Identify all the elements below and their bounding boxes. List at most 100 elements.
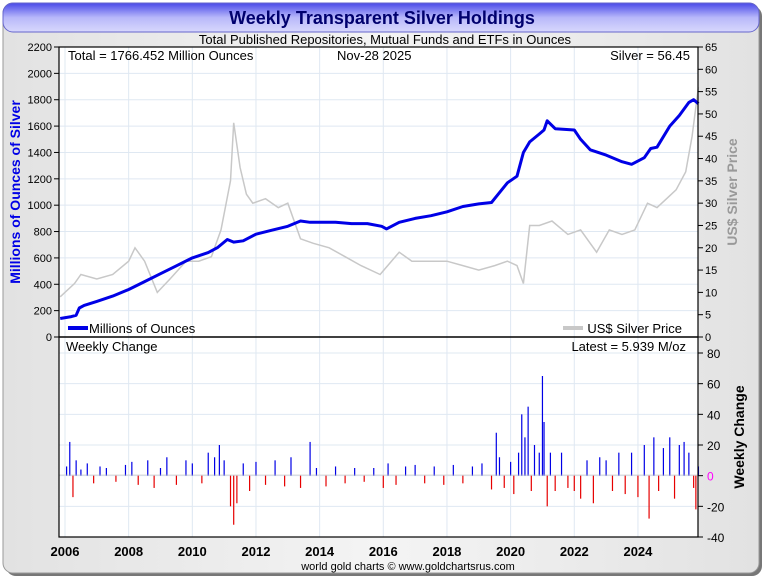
weekly-change-bar xyxy=(510,461,512,476)
y-right-tick-label: 10 xyxy=(705,287,717,299)
weekly-change-bar xyxy=(517,452,520,476)
weekly-change-bar xyxy=(207,452,209,476)
weekly-change-bar xyxy=(159,468,162,476)
weekly-change-bar xyxy=(325,475,327,487)
weekly-change-bar xyxy=(274,460,276,476)
weekly-change-bar xyxy=(131,461,133,476)
weekly-change-bar xyxy=(554,475,556,491)
weekly-change-bar xyxy=(242,463,244,476)
weekly-change-bar xyxy=(624,475,626,495)
weekly-change-bar xyxy=(605,460,607,476)
y-left-tick-label: 1200 xyxy=(28,174,52,186)
latest-annotation: Latest = 5.939 M/oz xyxy=(571,339,686,354)
weekly-change-bar xyxy=(567,475,569,488)
y-left-tick-label: 1800 xyxy=(28,95,52,107)
weekly-change-bar xyxy=(693,475,695,488)
weekly-change-bar xyxy=(175,475,178,485)
y-right-tick-label: 30 xyxy=(705,198,717,210)
weekly-change-bar xyxy=(284,475,286,487)
weekly-change-bar xyxy=(153,475,155,488)
weekly-change-bar xyxy=(309,441,311,476)
x-tick-label: 2010 xyxy=(178,544,207,559)
x-tick-label: 2022 xyxy=(560,544,589,559)
legend-price-label: US$ Silver Price xyxy=(587,321,682,336)
weekly-change-bar xyxy=(264,475,267,485)
lower-tick-label: -40 xyxy=(707,531,725,545)
weekly-change-bar xyxy=(637,475,639,498)
x-tick-label: 2024 xyxy=(623,544,653,559)
weekly-change-bar xyxy=(683,441,685,476)
weekly-change-bar xyxy=(527,406,529,476)
lower-tick-label: 60 xyxy=(707,378,721,392)
x-tick-label: 2012 xyxy=(242,544,271,559)
total-annotation: Total = 1766.452 Million Ounces xyxy=(68,48,254,63)
weekly-change-bar xyxy=(344,475,346,484)
weekly-change-bar xyxy=(80,469,82,476)
weekly-change-bar xyxy=(236,475,238,504)
y-right-tick-label: 55 xyxy=(705,87,717,99)
weekly-change-bar xyxy=(653,437,655,476)
weekly-change-bar xyxy=(471,466,474,476)
weekly-change-bar xyxy=(218,445,220,476)
weekly-change-bar xyxy=(315,468,318,476)
weekly-change-bar xyxy=(580,475,582,499)
weekly-change-bar xyxy=(290,457,292,476)
weekly-change-bar xyxy=(452,464,454,476)
weekly-change-bar xyxy=(549,452,552,476)
weekly-change-bar xyxy=(443,475,445,485)
weekly-change-bar xyxy=(191,463,193,476)
weekly-change-bar xyxy=(695,475,697,510)
x-tick-label: 2014 xyxy=(305,544,335,559)
y-left-tick-label: 200 xyxy=(34,306,52,318)
silver-price-line xyxy=(59,87,700,298)
weekly-change-bar xyxy=(387,463,389,476)
weekly-change-bar xyxy=(688,452,690,476)
weekly-change-bar xyxy=(354,468,356,476)
weekly-change-bar xyxy=(93,475,95,484)
weekly-change-bar xyxy=(560,452,563,476)
weekly-change-bar xyxy=(404,466,407,476)
weekly-change-bar xyxy=(201,475,203,484)
y-right-tick-label: 50 xyxy=(705,109,717,121)
y-right-tick-label: 15 xyxy=(705,265,717,277)
weekly-change-bar xyxy=(233,475,235,525)
weekly-change-bar xyxy=(69,441,71,476)
y-right-tick-label: 5 xyxy=(705,310,711,322)
y-left-tick-label: 1000 xyxy=(28,200,52,212)
weekly-change-bar xyxy=(229,475,232,507)
weekly-change-bar xyxy=(462,475,464,484)
lower-tick-label: 20 xyxy=(707,439,721,453)
y-right-tick-label: 35 xyxy=(705,176,717,188)
weekly-change-bar xyxy=(72,475,74,498)
weekly-change-bar xyxy=(503,475,505,488)
lower-tick-label: 0 xyxy=(707,470,714,484)
y-left-tick-label: 1600 xyxy=(28,121,52,133)
weekly-change-bar xyxy=(521,414,523,476)
x-tick-label: 2006 xyxy=(51,544,80,559)
weekly-change-bar xyxy=(137,475,139,485)
weekly-change-bar xyxy=(166,457,168,476)
x-tick-label: 2016 xyxy=(369,544,398,559)
weekly-change-bar xyxy=(495,432,497,476)
y-left-tick-label: 400 xyxy=(34,279,52,291)
y-right-tick-label: 45 xyxy=(705,131,717,143)
weekly-change-bar xyxy=(65,466,68,476)
weekly-change-bar xyxy=(105,468,107,476)
legend-price-swatch xyxy=(563,326,583,330)
date-annotation: Nov-28 2025 xyxy=(337,48,411,63)
y-left-tick-label: 2200 xyxy=(28,42,52,54)
lower-tick-label: -20 xyxy=(707,500,725,514)
weekly-change-bar xyxy=(662,448,665,476)
y-right-tick-label: 60 xyxy=(705,64,717,76)
weekly-change-bar xyxy=(669,437,671,476)
weekly-change-bar xyxy=(611,475,614,491)
weekly-change-bar xyxy=(648,475,650,519)
weekly-change-bar xyxy=(541,376,544,476)
weekly-change-bar xyxy=(678,445,680,476)
weekly-change-bar xyxy=(573,475,575,491)
weekly-change-bar xyxy=(249,475,251,491)
weekly-change-bar xyxy=(414,464,416,476)
holdings-line xyxy=(59,98,700,320)
weekly-change-bar xyxy=(86,463,88,476)
y-left-tick-label: 1400 xyxy=(28,147,52,159)
